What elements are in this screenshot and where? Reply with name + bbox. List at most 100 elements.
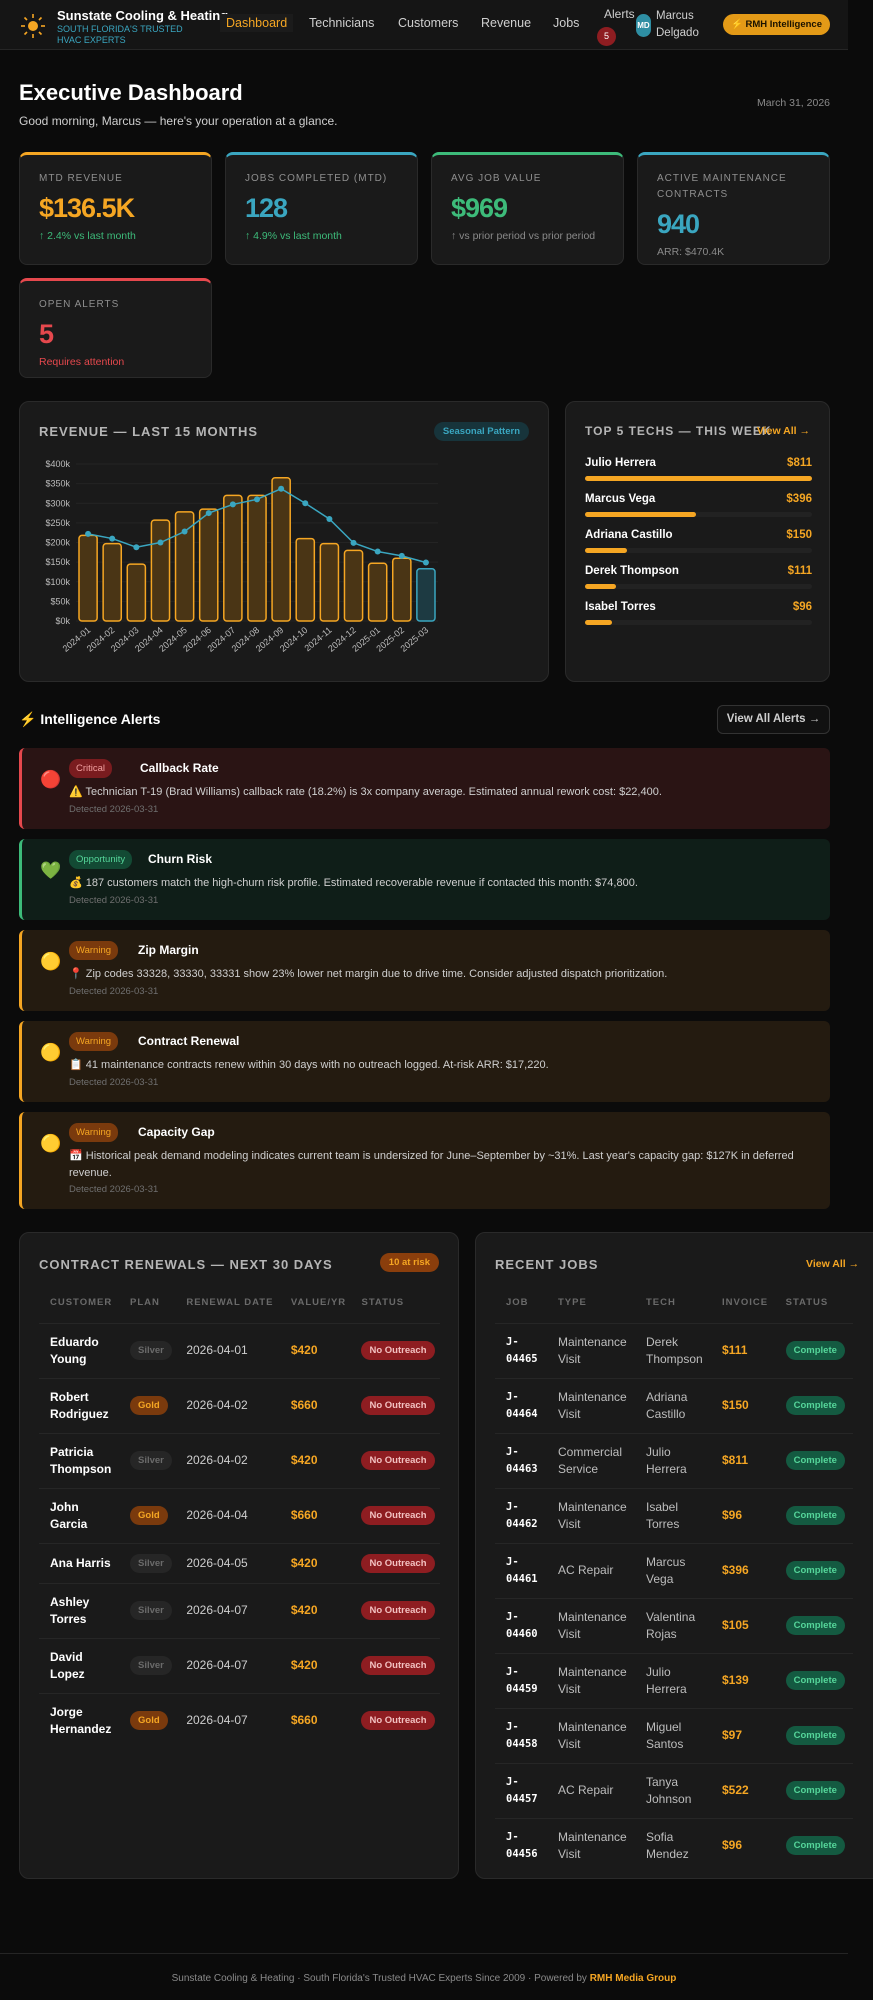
revenue-bar[interactable] — [126, 563, 147, 622]
alert-card[interactable]: 🟡 Warning Zip Margin 📍 Zip codes 33328, 333… — [19, 930, 830, 1011]
table-row[interactable]: J-04462 Maintenance Visit Isabel Torres $96… — [495, 1487, 853, 1543]
tech-row[interactable]: Marcus Vega $396 — [585, 493, 812, 517]
tech-amount: $811 — [787, 457, 812, 469]
trend-point[interactable] — [302, 500, 309, 507]
table-row[interactable]: J-04457 AC Repair Tanya Johnson $522 Complet… — [495, 1762, 853, 1818]
revenue-bar[interactable] — [102, 542, 123, 622]
trend-point[interactable] — [278, 485, 285, 492]
trend-point[interactable] — [398, 552, 405, 559]
job-id[interactable]: J-04464 — [495, 1377, 547, 1433]
revenue-bar[interactable] — [78, 534, 98, 622]
tech-row[interactable]: Adriana Castillo $150 — [585, 529, 812, 553]
table-row[interactable]: J-04459 Maintenance Visit Julio Herrera $13… — [495, 1652, 853, 1708]
job-type: Maintenance Visit — [547, 1597, 635, 1653]
revenue-bar[interactable] — [198, 508, 219, 622]
table-row[interactable]: Jorge Hernandez Gold 2026-04-07 $660 No Outr… — [39, 1692, 440, 1748]
revenue-bar[interactable] — [295, 537, 316, 622]
nav-revenue[interactable]: Revenue — [481, 16, 532, 30]
trend-point[interactable] — [109, 535, 116, 542]
revenue-bar[interactable] — [367, 562, 388, 622]
table-row[interactable]: J-04464 Maintenance Visit Adriana Castillo… — [495, 1377, 853, 1433]
table-row[interactable]: J-04460 Maintenance Visit Valentina Rojas $… — [495, 1597, 853, 1653]
trend-point[interactable] — [229, 501, 236, 508]
revenue-bar[interactable] — [319, 542, 340, 622]
table-row[interactable]: J-04456 Maintenance Visit Sofia Mendez $96 C… — [495, 1817, 853, 1873]
job-id[interactable]: J-04462 — [495, 1487, 547, 1543]
table-row[interactable]: Patricia Thompson Silver 2026-04-02 $420 No … — [39, 1432, 440, 1488]
jobs-view-all-link[interactable]: View All → — [806, 1258, 860, 1270]
alerts-count-badge[interactable]: 5 — [597, 27, 616, 46]
current-date: March 31, 2026 — [757, 97, 830, 109]
revenue-bar[interactable] — [150, 519, 171, 622]
table-row[interactable]: J-04465 Maintenance Visit Derek Thompson $1… — [495, 1322, 853, 1378]
table-row[interactable]: J-04461 AC Repair Marcus Vega $396 Complete — [495, 1542, 853, 1598]
revenue-bar[interactable] — [271, 476, 291, 622]
job-id[interactable]: J-04458 — [495, 1707, 547, 1763]
status-cell: No Outreach — [350, 1487, 440, 1543]
trend-point[interactable] — [85, 530, 92, 537]
job-id[interactable]: J-04456 — [495, 1817, 547, 1873]
table-row[interactable]: John Garcia Gold 2026-04-04 $660 No Outreach — [39, 1487, 440, 1543]
jobs-table: JOB TYPE TECH INVOICE STATUS J-04465 Maintenan… — [495, 1293, 853, 1873]
user-name[interactable]: Marcus Delgado — [656, 10, 699, 39]
techs-view-all-link[interactable]: View All → — [756, 425, 810, 437]
trend-point[interactable] — [326, 515, 333, 522]
revenue-bar[interactable] — [343, 549, 364, 622]
view-all-alerts-button[interactable]: View All Alerts → — [717, 705, 830, 734]
revenue-bar[interactable] — [416, 568, 436, 622]
trend-point[interactable] — [254, 496, 260, 503]
customer-name: Eduardo Young — [39, 1322, 119, 1378]
tech-row[interactable]: Isabel Torres $96 — [585, 601, 812, 625]
status-badge: Complete — [785, 1781, 845, 1800]
table-row[interactable]: Robert Rodriguez Gold 2026-04-02 $660 No Out… — [39, 1377, 440, 1433]
trend-point[interactable] — [374, 548, 381, 555]
table-row[interactable]: J-04463 Commercial Service Julio Herrera $8… — [495, 1432, 853, 1488]
revenue-bar[interactable] — [247, 494, 267, 622]
footer-link[interactable]: RMH Media Group — [589, 1973, 677, 1984]
revenue-bar[interactable] — [391, 557, 412, 622]
trend-point[interactable] — [350, 539, 357, 546]
rmh-intelligence-button[interactable]: ⚡ RMH Intelligence — [723, 14, 830, 35]
job-id[interactable]: J-04459 — [495, 1652, 547, 1708]
tech-row[interactable]: Derek Thompson $111 — [585, 565, 812, 589]
trend-point[interactable] — [181, 528, 188, 535]
nav-customers[interactable]: Customers — [398, 16, 459, 30]
table-row[interactable]: J-04458 Maintenance Visit Miguel Santos $97… — [495, 1707, 853, 1763]
alert-card[interactable]: 💚 Opportunity Churn Risk 💰 187 customers ma… — [19, 839, 830, 920]
job-tech: Marcus Vega — [635, 1542, 711, 1598]
y-tick-label: $150k — [45, 557, 70, 567]
trend-point[interactable] — [422, 559, 429, 566]
kpi-card: OPEN ALERTS 5 Requires attention — [19, 278, 212, 378]
trend-point[interactable] — [157, 539, 164, 546]
revenue-bar[interactable] — [174, 511, 195, 622]
job-id[interactable]: J-04463 — [495, 1432, 547, 1488]
alert-card[interactable]: 🔴 Critical Callback Rate ⚠️ Technician T-19… — [19, 748, 830, 829]
brand[interactable]: Sunstate Cooling & Heating SOUTH FLORIDA… — [57, 8, 228, 46]
revenue-bar[interactable] — [223, 494, 243, 622]
status-badge: No Outreach — [361, 1341, 435, 1360]
trend-point[interactable] — [205, 510, 212, 517]
nav-jobs[interactable]: Jobs — [553, 16, 580, 30]
job-type: Maintenance Visit — [547, 1377, 635, 1433]
nav-alerts[interactable]: Alerts — [604, 7, 635, 21]
trend-point[interactable] — [133, 544, 140, 551]
job-id[interactable]: J-04457 — [495, 1762, 547, 1818]
alert-level-badge: Warning — [69, 1123, 119, 1142]
avatar[interactable]: MD — [636, 14, 651, 37]
job-id[interactable]: J-04460 — [495, 1597, 547, 1653]
job-id[interactable]: J-04461 — [495, 1542, 547, 1598]
alert-card[interactable]: 🟡 Warning Capacity Gap 📅 Historical peak de… — [19, 1112, 830, 1209]
table-row[interactable]: Ashley Torres Silver 2026-04-07 $420 No Outr… — [39, 1582, 440, 1638]
nav-dashboard[interactable]: Dashboard — [220, 14, 294, 32]
tech-row[interactable]: Julio Herrera $811 — [585, 457, 812, 481]
alert-card[interactable]: 🟡 Warning Contract Renewal 📋 41 maintenance… — [19, 1021, 830, 1102]
table-row[interactable]: Ana Harris Silver 2026-04-05 $420 No Outreac… — [39, 1542, 440, 1583]
table-row[interactable]: Eduardo Young Silver 2026-04-01 $420 No Outr… — [39, 1322, 440, 1378]
job-id[interactable]: J-04465 — [495, 1322, 547, 1378]
status-cell: Complete — [774, 1762, 853, 1818]
nav-technicians[interactable]: Technicians — [309, 16, 375, 30]
status-badge: Complete — [785, 1561, 845, 1580]
table-row[interactable]: David Lopez Silver 2026-04-07 $420 No Outrea… — [39, 1637, 440, 1693]
alerts-section-title: ⚡ Intelligence Alerts — [19, 711, 161, 727]
status-cell: No Outreach — [350, 1377, 440, 1433]
